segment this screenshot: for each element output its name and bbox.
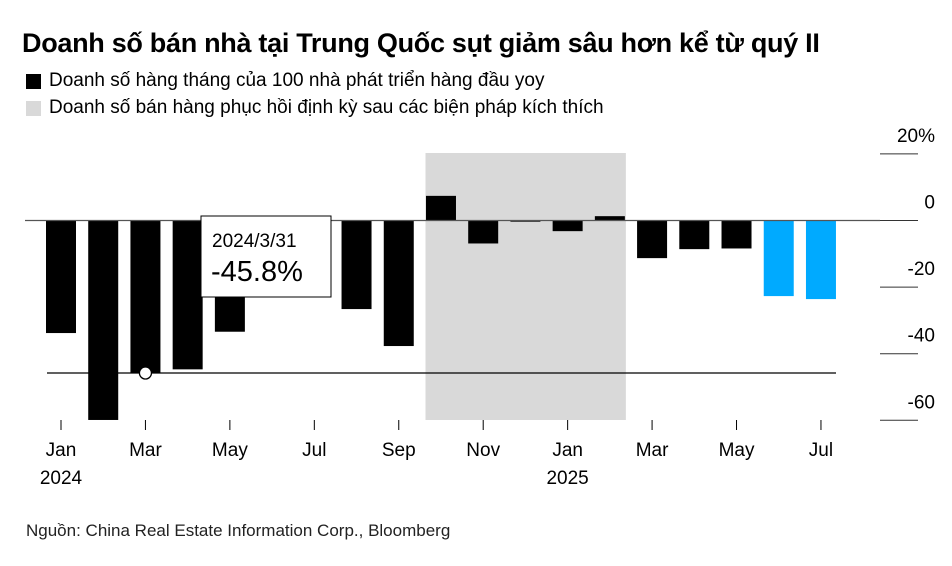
x-tick-label: Jan [46, 440, 77, 461]
x-tick-label: Jan [552, 440, 583, 461]
legend-label: Doanh số hàng tháng của 100 nhà phát tri… [49, 70, 545, 91]
legend-item-monthly-sales: Doanh số hàng tháng của 100 nhà phát tri… [26, 70, 544, 92]
bar-2025-06 [763, 220, 794, 297]
bar-2024-04 [172, 220, 203, 370]
bar-2024-02 [88, 220, 119, 420]
x-tick-label: Nov [466, 440, 500, 461]
bar-2024-11 [468, 220, 499, 244]
x-year-label: 2025 [546, 468, 588, 489]
x-tick-label: May [212, 440, 248, 461]
x-tick-label: Mar [129, 440, 162, 461]
y-tick-label: 0 [924, 193, 935, 214]
bar-2025-04 [679, 220, 710, 250]
bar-2024-10 [425, 195, 456, 221]
bar-2024-08 [341, 220, 372, 310]
x-tick-label: Jul [809, 440, 833, 461]
stimulus-shaded-region [425, 153, 626, 420]
x-year-label: 2024 [40, 468, 83, 489]
bar-2025-02 [594, 216, 625, 221]
bar-2025-01 [552, 220, 583, 232]
x-tick-label: May [719, 440, 755, 461]
bar-2024-03 [130, 220, 161, 374]
bar-2024-09 [383, 220, 414, 347]
legend-item-stimulus-period: Doanh số bán hàng phục hồi định kỳ sau c… [26, 97, 604, 119]
x-tick-label: Sep [382, 440, 416, 461]
y-tick-label: -20 [908, 259, 935, 280]
annotation-value: -45.8% [211, 256, 303, 288]
bar-2024-01 [46, 220, 76, 334]
bar-2025-05 [721, 220, 752, 249]
legend-swatch-gray [26, 100, 41, 116]
bar-2025-07 [805, 220, 836, 300]
chart-title: Doanh số bán nhà tại Trung Quốc sụt giảm… [22, 28, 820, 58]
legend-label: Doanh số bán hàng phục hồi định kỳ sau c… [49, 97, 604, 118]
legend-swatch-black [26, 73, 41, 89]
x-tick-label: Jul [302, 440, 326, 461]
annotation-box [200, 215, 332, 298]
x-tick-label: Mar [636, 440, 669, 461]
y-tick-label: -60 [908, 392, 935, 413]
bar-2025-03 [637, 220, 668, 259]
annotation-date: 2024/3/31 [212, 231, 297, 252]
source-note: Nguồn: China Real Estate Information Cor… [26, 521, 451, 540]
y-tick-label: -40 [908, 326, 935, 347]
annotation-point [138, 366, 153, 380]
y-tick-label: 20% [897, 126, 935, 147]
